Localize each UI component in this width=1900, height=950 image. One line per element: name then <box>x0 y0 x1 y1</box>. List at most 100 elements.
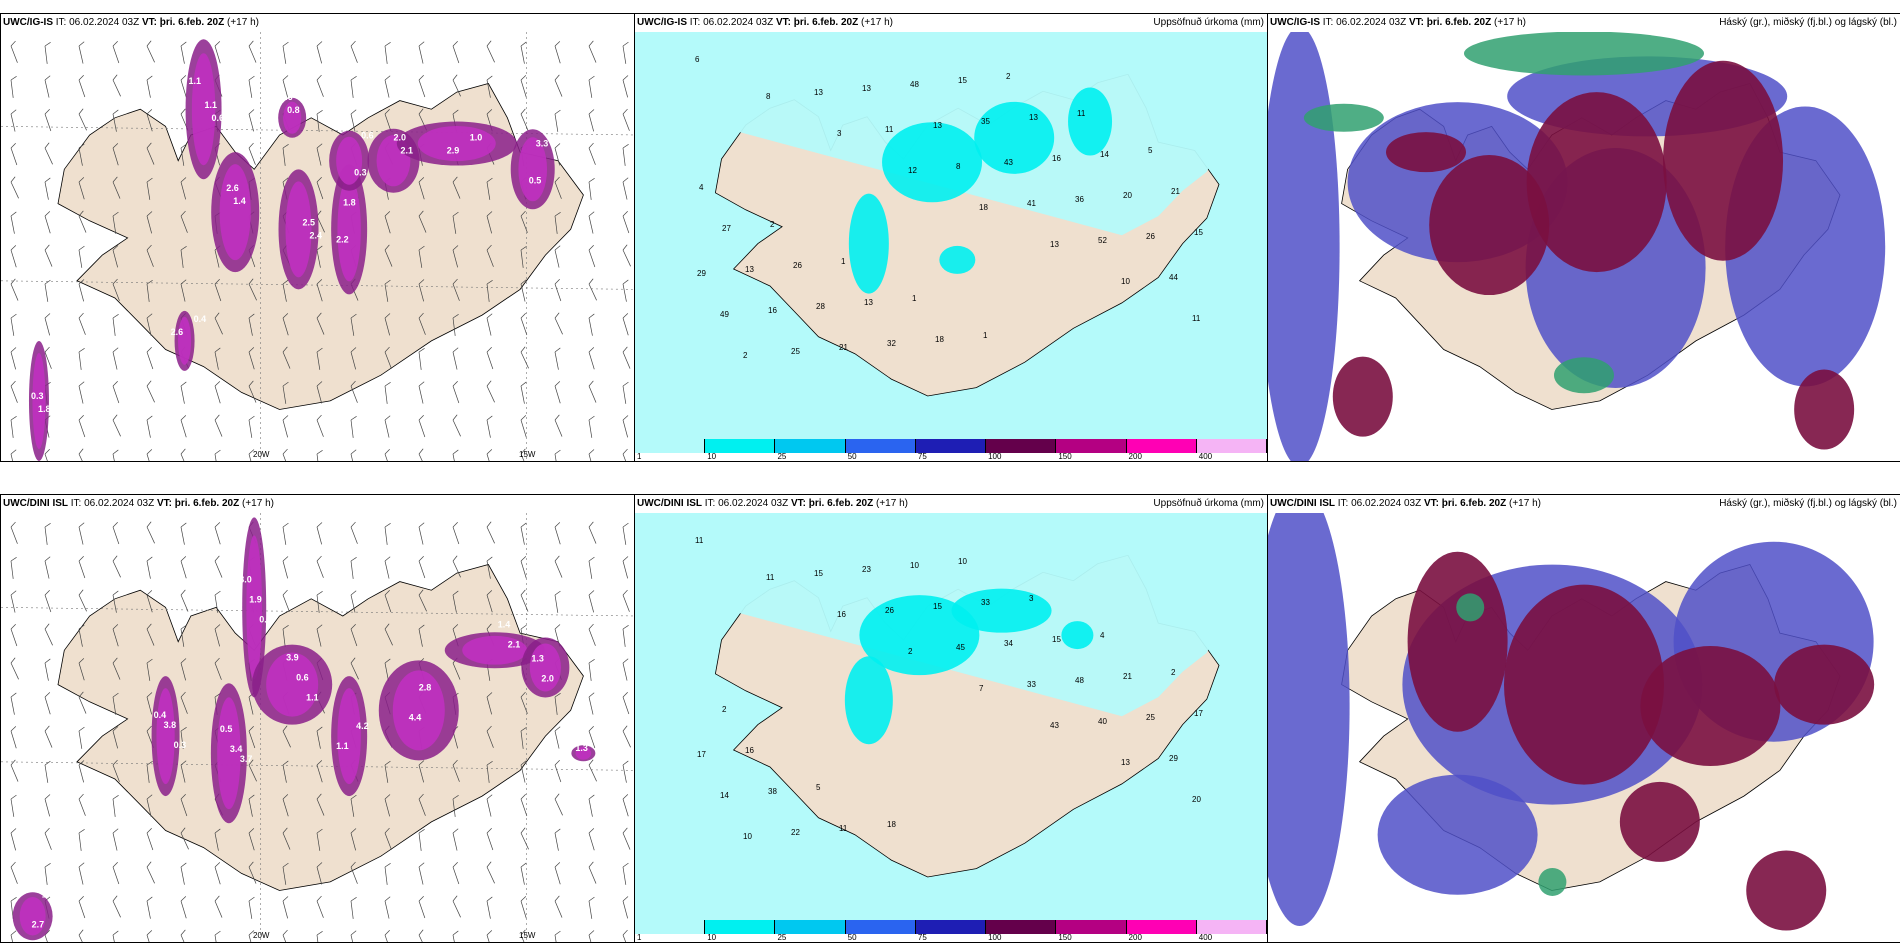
wind-barb <box>384 313 391 336</box>
barb-staff <box>486 351 494 370</box>
barb-flag <box>44 313 51 319</box>
barb-flag <box>418 862 425 868</box>
barb-flag <box>520 827 526 834</box>
precip-band <box>156 688 175 785</box>
barb-flag <box>316 793 322 800</box>
barb-flag <box>10 415 17 421</box>
wind-barb <box>44 75 51 98</box>
barb-staff <box>10 249 17 268</box>
precip-value-label: 28 <box>816 302 825 311</box>
wind-barb <box>44 108 52 132</box>
precip-value-label: 11 <box>695 536 704 545</box>
barb-staff <box>10 866 18 884</box>
barb-staff <box>146 147 155 165</box>
barb-flag <box>248 75 255 81</box>
wind-barb <box>486 346 494 370</box>
barb-flag <box>10 278 16 285</box>
wind-value-label: 3.7 <box>240 754 253 764</box>
wind-barb <box>44 692 51 715</box>
wind-barb <box>350 930 357 942</box>
precip-core <box>951 588 1052 633</box>
lon-label-15w: 15W <box>519 931 536 940</box>
wind-barb <box>588 794 595 817</box>
barb-flag <box>180 177 187 183</box>
wind-barb <box>146 794 153 817</box>
barb-staff <box>10 526 18 544</box>
barb-flag <box>554 828 561 834</box>
barb-flag <box>554 74 560 81</box>
barb-staff <box>554 317 563 335</box>
wind-barb <box>112 313 119 336</box>
barb-staff <box>112 419 121 437</box>
precip-band <box>336 136 363 185</box>
barb-staff <box>180 419 187 438</box>
wind-barb <box>180 589 189 612</box>
barb-flag <box>622 143 629 149</box>
barb-flag <box>520 245 527 251</box>
wind-barb <box>554 211 561 234</box>
barb-staff <box>418 934 427 942</box>
barb-flag <box>214 414 220 421</box>
barb-staff <box>180 934 189 942</box>
barb-staff <box>554 832 559 851</box>
barb-staff <box>112 249 118 268</box>
wind-barb <box>44 794 51 817</box>
wind-barb <box>44 41 51 64</box>
precip-value-label: 2 <box>743 351 748 360</box>
wind-barb <box>554 726 561 749</box>
precip-value-label: 26 <box>793 261 802 270</box>
barb-flag <box>588 40 594 47</box>
wind-barb <box>112 759 120 782</box>
colorbar-label: 100 <box>988 452 1002 461</box>
barb-staff <box>180 45 185 64</box>
barb-flag <box>418 589 424 596</box>
barb-flag <box>418 74 424 81</box>
precip-value-label: 23 <box>862 565 871 574</box>
wind-value-label: 3.8 <box>164 720 177 730</box>
wind-barb <box>350 861 358 884</box>
barb-flag <box>622 589 628 596</box>
barb-staff <box>180 866 185 885</box>
barb-flag <box>418 347 425 353</box>
barb-flag <box>248 142 254 149</box>
colorbar-cell <box>915 439 987 453</box>
wind-barb <box>486 861 495 884</box>
barb-flag <box>418 414 424 421</box>
barb-flag <box>282 448 288 455</box>
precip-value-label: 7 <box>979 684 984 693</box>
barb-staff <box>78 866 84 885</box>
wind-barb <box>10 794 17 817</box>
barb-staff <box>520 798 528 817</box>
wind-barb <box>384 794 391 817</box>
wind-barb <box>588 861 597 884</box>
barb-staff <box>520 832 529 850</box>
barb-flag <box>78 726 85 732</box>
barb-staff <box>78 900 86 919</box>
barb-staff <box>622 283 627 302</box>
barb-flag <box>452 414 458 421</box>
wind-value-label: 0.4 <box>154 710 167 720</box>
wind-value-label: 0.6 <box>361 131 374 141</box>
wind-barb <box>452 794 459 817</box>
barb-flag <box>350 380 356 387</box>
barb-staff <box>622 249 631 267</box>
precip-value-label: 15 <box>933 602 942 611</box>
barb-flag <box>10 347 17 353</box>
barb-flag <box>146 623 152 630</box>
barb-staff <box>78 283 84 302</box>
wind-barb <box>486 590 493 613</box>
wind-barb <box>180 691 188 714</box>
barb-flag <box>486 380 492 387</box>
barb-flag <box>418 828 425 834</box>
precip-value-label: 16 <box>745 746 754 755</box>
cloud-high <box>1407 551 1508 732</box>
barb-flag <box>78 448 84 455</box>
wind-barb <box>588 896 595 919</box>
barb-flag <box>44 692 51 698</box>
wind-value-label: 2.1 <box>400 146 413 156</box>
barb-flag <box>146 380 152 387</box>
wind-barb <box>214 624 221 647</box>
barb-flag <box>452 590 459 596</box>
precip-value-label: 43 <box>1004 158 1013 167</box>
barb-staff <box>384 351 392 369</box>
